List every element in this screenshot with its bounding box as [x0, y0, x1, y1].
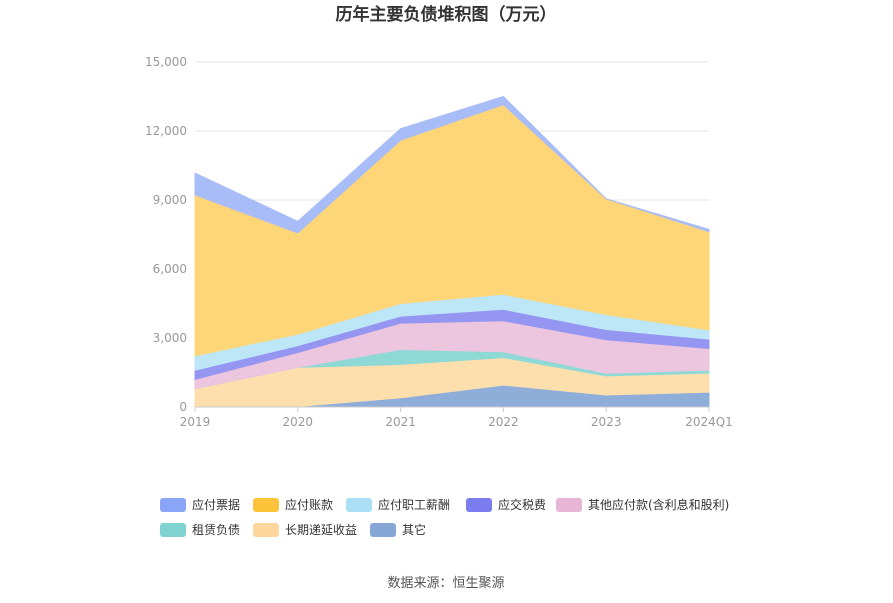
x-tick-label: 2023: [591, 415, 622, 429]
x-tick-label: 2020: [283, 415, 314, 429]
legend-swatch: [160, 498, 186, 512]
legend-label: 应付账款: [285, 497, 333, 512]
legend-label: 应付职工薪酬: [378, 497, 450, 512]
stacked-areas: 其它长期递延收益租赁负债其他应付款(含利息和股利)应交税费应付职工薪酬应付账款应…: [194, 95, 710, 408]
legend-label: 应付票据: [192, 497, 240, 512]
legend-swatch: [253, 498, 279, 512]
legend-item[interactable]: 其他应付款(含利息和股利): [556, 497, 729, 512]
area-series: 应付票据: [194, 95, 710, 234]
x-tick-label: 2022: [488, 415, 519, 429]
y-tick-label: 15,000: [145, 55, 187, 69]
y-tick-label: 12,000: [145, 124, 187, 138]
y-tick-label: 9,000: [153, 193, 187, 207]
y-tick-label: 0: [179, 400, 187, 414]
x-tick-label: 2021: [385, 415, 416, 429]
chart-title: 历年主要负债堆积图（万元）: [336, 4, 557, 25]
source-note: 数据来源：恒生聚源: [387, 576, 504, 591]
legend-label: 租赁负债: [192, 523, 240, 537]
legend-item[interactable]: 应交税费: [466, 497, 546, 512]
y-tick-label: 6,000: [153, 262, 187, 276]
y-axis-ticks: 0 3,000 6,000 9,000 12,000 15,000: [145, 55, 187, 414]
x-tick-label: 2019: [180, 415, 211, 429]
legend-swatch: [160, 523, 186, 537]
legend: 应付票据 应付账款 应付职工薪酬 应交税费 其他应付款(含利息和股利) 租赁负债 长期递延收…: [160, 497, 729, 537]
legend-label: 其它: [402, 522, 426, 537]
legend-item[interactable]: 租赁负债: [160, 523, 240, 537]
legend-label: 应交税费: [498, 497, 546, 512]
legend-item[interactable]: 应付票据: [160, 497, 240, 512]
legend-item[interactable]: 应付职工薪酬: [346, 497, 450, 512]
legend-swatch: [556, 498, 582, 512]
legend-item[interactable]: 长期递延收益: [253, 523, 357, 537]
x-tick-label: 2024Q1: [685, 415, 733, 429]
legend-swatch: [253, 523, 279, 537]
x-axis: 2019 2020 2021 2022 2023 2024Q1: [180, 406, 733, 429]
legend-swatch: [466, 498, 492, 512]
legend-swatch: [346, 498, 372, 512]
legend-label: 其他应付款(含利息和股利): [588, 497, 729, 512]
legend-item[interactable]: 应付账款: [253, 497, 333, 512]
y-tick-label: 3,000: [153, 331, 187, 345]
legend-swatch: [370, 523, 396, 537]
legend-label: 长期递延收益: [285, 523, 357, 537]
legend-item[interactable]: 其它: [370, 522, 426, 537]
